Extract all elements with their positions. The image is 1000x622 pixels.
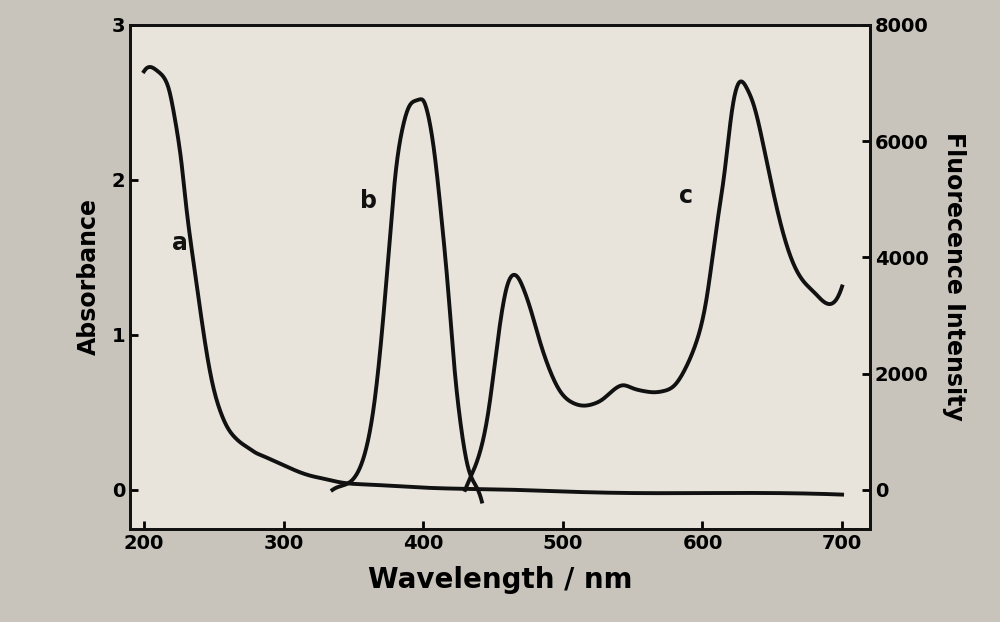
X-axis label: Wavelength / nm: Wavelength / nm <box>368 567 632 595</box>
Text: b: b <box>360 189 377 213</box>
Text: c: c <box>679 184 693 208</box>
Y-axis label: Absorbance: Absorbance <box>76 198 100 355</box>
Text: a: a <box>172 231 188 254</box>
Y-axis label: Fluorecence Intensity: Fluorecence Intensity <box>942 132 966 421</box>
